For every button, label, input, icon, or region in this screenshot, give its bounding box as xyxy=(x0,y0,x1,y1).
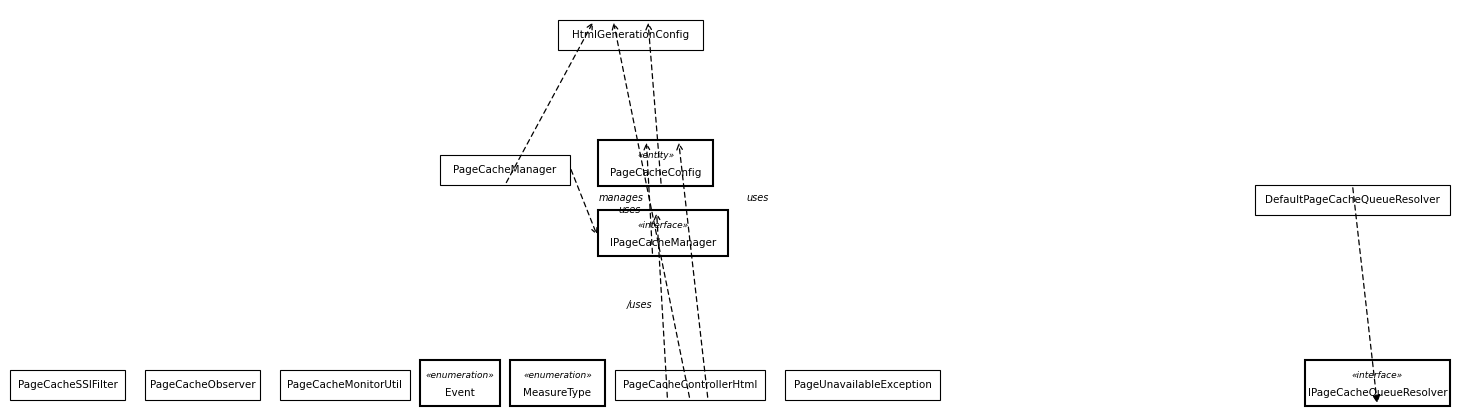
Bar xyxy=(1305,360,1449,406)
Text: PageCacheMonitorUtil: PageCacheMonitorUtil xyxy=(287,380,402,390)
Text: uses: uses xyxy=(619,205,641,215)
Text: PageUnavailableException: PageUnavailableException xyxy=(794,380,931,390)
Text: manages: manages xyxy=(600,193,644,203)
Bar xyxy=(280,370,409,400)
Text: DefaultPageCacheQueueResolver: DefaultPageCacheQueueResolver xyxy=(1265,195,1441,205)
Bar xyxy=(598,140,713,186)
Text: «enumeration»: «enumeration» xyxy=(523,371,592,380)
Text: «enumeration»: «enumeration» xyxy=(426,371,495,380)
Bar xyxy=(785,370,940,400)
Text: PageCacheConfig: PageCacheConfig xyxy=(610,168,701,178)
Bar xyxy=(420,360,499,406)
Text: «entity»: «entity» xyxy=(636,151,675,160)
Text: PageCacheObserver: PageCacheObserver xyxy=(150,380,255,390)
Text: IPageCacheManager: IPageCacheManager xyxy=(610,238,716,248)
Text: HtmlGenerationConfig: HtmlGenerationConfig xyxy=(572,30,689,40)
Bar xyxy=(10,370,125,400)
Bar xyxy=(558,20,703,50)
Text: «interface»: «interface» xyxy=(638,221,688,230)
Text: «interface»: «interface» xyxy=(1352,371,1404,380)
Text: Event: Event xyxy=(445,388,474,398)
Text: PageCacheControllerHtml: PageCacheControllerHtml xyxy=(623,380,757,390)
Text: PageCacheManager: PageCacheManager xyxy=(454,165,557,175)
Text: uses: uses xyxy=(745,193,769,203)
Text: PageCacheSSIFilter: PageCacheSSIFilter xyxy=(18,380,118,390)
Bar xyxy=(1255,185,1449,215)
Bar xyxy=(616,370,764,400)
Bar xyxy=(510,360,605,406)
Bar xyxy=(144,370,261,400)
Bar xyxy=(440,155,570,185)
Text: /uses: /uses xyxy=(627,300,653,310)
Text: IPageCacheQueueResolver: IPageCacheQueueResolver xyxy=(1308,388,1448,398)
Text: MeasureType: MeasureType xyxy=(523,388,592,398)
Bar xyxy=(598,210,728,256)
